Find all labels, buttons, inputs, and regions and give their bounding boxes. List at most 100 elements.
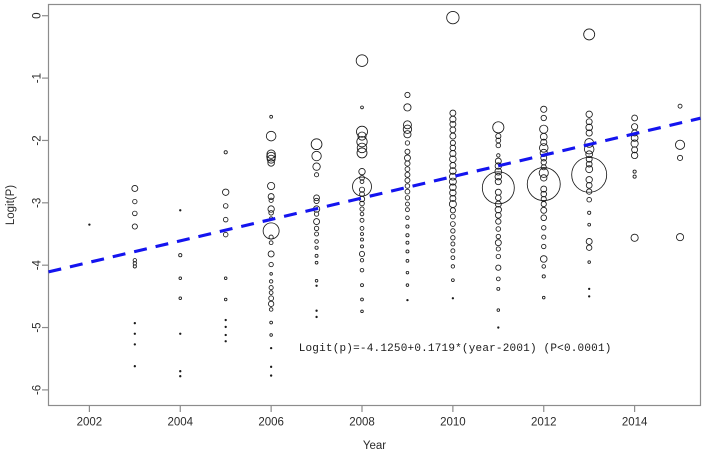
x-tick-label: 2010 xyxy=(440,417,466,429)
data-point xyxy=(360,237,364,242)
plot-border xyxy=(47,3,702,407)
data-point xyxy=(404,195,411,201)
data-point xyxy=(360,232,364,236)
data-point xyxy=(313,225,320,232)
data-point xyxy=(494,157,502,165)
data-point xyxy=(132,210,138,217)
data-point xyxy=(495,253,501,260)
data-point xyxy=(451,278,455,282)
data-point xyxy=(269,333,273,337)
data-point xyxy=(405,249,410,254)
data-point xyxy=(403,130,412,139)
data-point xyxy=(494,178,502,186)
data-point xyxy=(450,264,456,269)
data-point xyxy=(356,136,368,148)
data-point xyxy=(495,233,501,240)
data-point xyxy=(541,243,547,250)
data-point xyxy=(587,222,592,227)
data-point xyxy=(677,154,684,161)
data-point xyxy=(179,209,182,212)
x-tick-label: 2006 xyxy=(258,417,284,429)
data-point xyxy=(359,211,365,217)
data-point xyxy=(178,296,182,300)
data-point xyxy=(586,188,593,195)
data-point xyxy=(405,258,410,263)
data-point xyxy=(313,218,320,225)
data-point xyxy=(585,118,593,126)
data-point xyxy=(540,214,547,222)
data-point xyxy=(132,198,138,205)
data-point xyxy=(179,375,182,378)
data-point xyxy=(451,297,455,300)
data-point xyxy=(542,295,546,300)
data-point xyxy=(588,295,591,298)
y-tick-label: -6 xyxy=(32,385,44,395)
data-point xyxy=(495,264,502,271)
data-point xyxy=(360,297,364,302)
data-point xyxy=(630,233,639,242)
regression-equation-annotation: Logit(p)=-4.1250+0.1719*(year-2001) (P<0… xyxy=(299,343,612,355)
fit-line-segment xyxy=(48,116,701,274)
data-point xyxy=(494,172,503,181)
data-point xyxy=(266,151,276,162)
data-point xyxy=(360,283,364,288)
data-point xyxy=(313,194,320,202)
data-point xyxy=(133,365,136,368)
data-point xyxy=(405,215,410,221)
data-point-bubbles xyxy=(88,10,686,378)
x-tick-label: 2008 xyxy=(349,417,375,429)
plot-frame xyxy=(47,3,702,407)
data-point xyxy=(269,279,274,284)
x-tick-label: 2014 xyxy=(622,417,648,429)
data-point xyxy=(404,177,411,184)
data-point xyxy=(314,279,319,283)
data-point xyxy=(222,203,229,209)
data-point xyxy=(571,156,608,193)
data-point xyxy=(494,206,502,214)
data-point xyxy=(133,322,136,325)
data-point xyxy=(356,142,368,154)
data-point xyxy=(450,235,456,241)
data-point xyxy=(267,250,275,258)
data-point xyxy=(526,167,561,202)
data-point xyxy=(359,217,365,223)
data-point xyxy=(539,132,548,141)
data-point xyxy=(402,124,413,134)
data-point xyxy=(541,264,546,269)
data-point xyxy=(450,248,456,254)
data-point xyxy=(223,297,228,302)
data-point xyxy=(587,260,591,264)
data-point xyxy=(494,200,502,208)
x-tick-label: 2012 xyxy=(531,417,557,429)
data-point xyxy=(359,206,365,212)
data-point xyxy=(405,283,410,287)
data-point xyxy=(497,326,500,329)
data-point xyxy=(359,226,365,231)
data-point xyxy=(359,175,365,181)
y-tick-label: -1 xyxy=(32,73,44,83)
data-point xyxy=(404,160,411,167)
data-point xyxy=(675,139,686,150)
data-point xyxy=(357,131,367,141)
data-point xyxy=(676,233,685,242)
data-point xyxy=(223,276,228,281)
data-point xyxy=(540,164,547,171)
data-point xyxy=(311,150,322,162)
data-point xyxy=(496,153,501,158)
data-point xyxy=(88,223,91,226)
data-point xyxy=(313,197,320,204)
data-point xyxy=(179,370,182,373)
data-point xyxy=(494,167,503,176)
y-axis-ticks: 0 -1 -2 -3 -4 -5 -6 xyxy=(32,13,49,395)
data-point xyxy=(405,270,410,275)
data-point xyxy=(269,114,273,119)
data-point xyxy=(448,177,457,186)
data-point xyxy=(450,255,456,261)
data-point xyxy=(133,332,136,335)
data-point xyxy=(356,147,368,159)
data-point xyxy=(359,200,365,207)
data-point xyxy=(585,160,593,168)
data-point xyxy=(266,154,276,164)
data-point xyxy=(587,210,592,215)
